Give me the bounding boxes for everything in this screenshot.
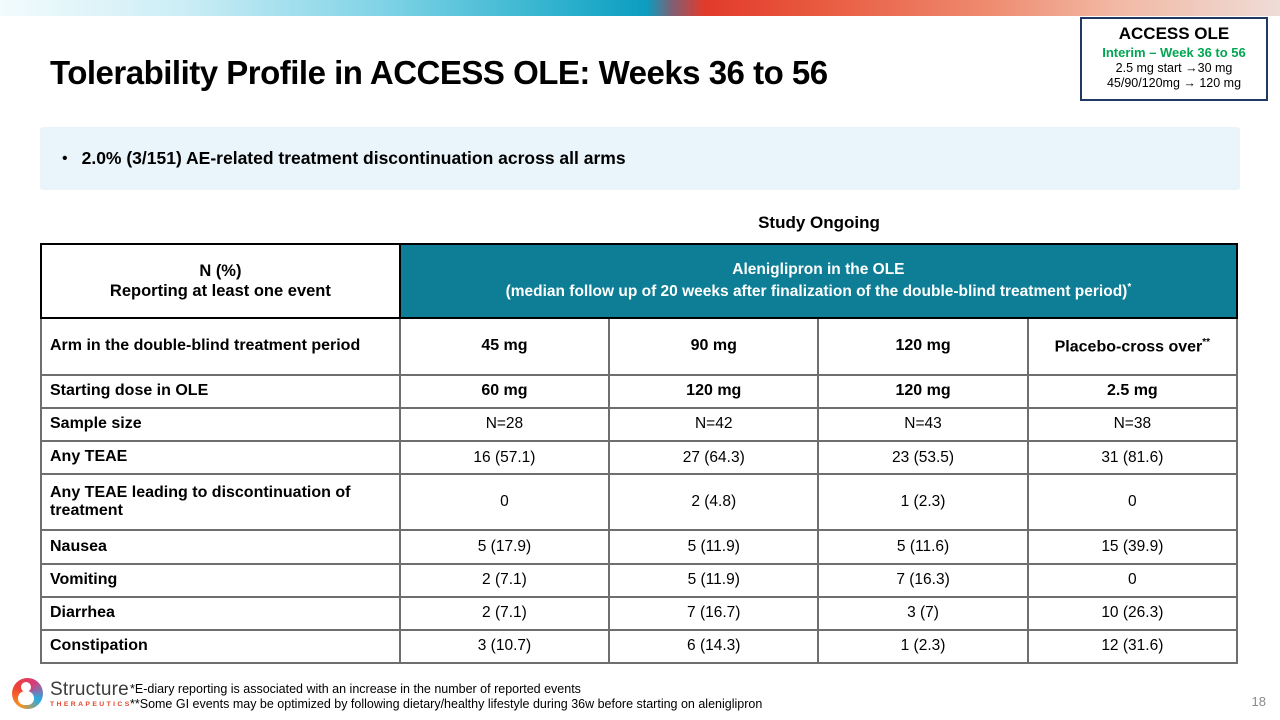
key-takeaway-text: 2.0% (3/151) AE-related treatment discon… [81, 148, 626, 168]
table-cell: N=38 [1026, 406, 1239, 442]
table-cell: 0 [398, 473, 611, 532]
footnote-line-2: **Some GI events may be optimized by fol… [130, 697, 763, 712]
table-cell: N=42 [608, 406, 820, 442]
group-header-cell: Aleniglipron in the OLE (median follow u… [398, 242, 1239, 320]
row-label: Any TEAE leading to discontinuation of t… [40, 473, 401, 532]
row-label: Arm in the double-blind treatment period [40, 317, 401, 376]
table-body: N (%) Reporting at least one event Aleni… [40, 242, 1239, 665]
table-cell: N=43 [817, 406, 1029, 442]
row-label: Starting dose in OLE [40, 373, 401, 409]
table-cell: 1 (2.3) [817, 628, 1029, 665]
access-ole-badge: ACCESS OLE Interim – Week 36 to 56 2.5 m… [1080, 17, 1268, 101]
table-cell: 5 (11.9) [608, 529, 820, 565]
table-cell: 23 (53.5) [817, 439, 1029, 476]
table-row: Vomiting 2 (7.1) 5 (11.9) 7 (16.3) 0 [40, 562, 1239, 598]
row-label: Vomiting [40, 562, 401, 598]
table-row: Any TEAE 16 (57.1) 27 (64.3) 23 (53.5) 31 (8… [40, 439, 1239, 476]
table-cell: 6 (14.3) [608, 628, 820, 665]
row-label: Any TEAE [40, 439, 401, 476]
table-row: Starting dose in OLE 60 mg 120 mg 120 mg 2.5… [40, 373, 1239, 409]
group-header-line2: (median follow up of 20 weeks after fina… [505, 281, 1132, 300]
tolerability-table: N (%) Reporting at least one event Aleni… [40, 242, 1239, 665]
table-row: Arm in the double-blind treatment period… [40, 317, 1239, 376]
row-label: Sample size [40, 406, 401, 442]
footnote-marker: ** [1202, 336, 1211, 348]
badge-dose-line-2: 45/90/120mg → 120 mg [1106, 75, 1242, 90]
table-cell: 60 mg [398, 373, 611, 409]
table-row: Nausea 5 (17.9) 5 (11.9) 5 (11.6) 15 (39.9) [40, 529, 1239, 565]
study-ongoing-label: Study Ongoing [758, 213, 880, 232]
footnote-marker: * [1127, 281, 1132, 293]
footnote-line-1: *E-diary reporting is associated with an… [130, 682, 581, 696]
table-cell: 5 (17.9) [398, 529, 611, 565]
table-cell: 31 (81.6) [1026, 439, 1239, 476]
table-cell: 3 (7) [817, 595, 1029, 631]
row-label: Nausea [40, 529, 401, 565]
badge-subtitle: Interim – Week 36 to 56 [1102, 44, 1246, 60]
table-cell: 27 (64.3) [608, 439, 820, 476]
table-cell: 5 (11.9) [608, 562, 820, 598]
bullet-icon: • [62, 149, 68, 167]
corner-header-cell: N (%) Reporting at least one event [40, 242, 401, 320]
table-cell: 1 (2.3) [817, 473, 1029, 532]
table-cell: 15 (39.9) [1026, 529, 1239, 565]
table-cell: 120 mg [608, 373, 820, 409]
page-title: Tolerability Profile in ACCESS OLE: Week… [50, 54, 828, 91]
structure-logo-icon [12, 678, 43, 709]
row-label: Constipation [40, 628, 401, 665]
table-cell: 16 (57.1) [398, 439, 611, 476]
table-row: Diarrhea 2 (7.1) 7 (16.7) 3 (7) 10 (26.3) [40, 595, 1239, 631]
logo-name: Structure [50, 679, 129, 700]
table-cell: 3 (10.7) [398, 628, 611, 665]
table-cell: 2 (4.8) [608, 473, 820, 532]
table-cell: 45 mg [398, 317, 611, 376]
logo-subname: THERAPEUTICS [50, 701, 132, 708]
table-cell: 2 (7.1) [398, 595, 611, 631]
footnotes: *E-diary reporting is associated with an… [130, 682, 762, 713]
structure-logo: Structure THERAPEUTICS [12, 678, 132, 709]
table-row: Constipation 3 (10.7) 6 (14.3) 1 (2.3) 12 (3… [40, 628, 1239, 665]
table-cell: N=28 [398, 406, 611, 442]
table-cell: 7 (16.3) [817, 562, 1029, 598]
table-cell: 7 (16.7) [608, 595, 820, 631]
page-number: 18 [1251, 694, 1266, 709]
badge-title: ACCESS OLE [1118, 24, 1230, 43]
table-header-row: N (%) Reporting at least one event Aleni… [40, 242, 1239, 320]
table-cell: 0 [1026, 562, 1239, 598]
table-cell: 10 (26.3) [1026, 595, 1239, 631]
top-gradient-bar [0, 0, 1280, 16]
badge-dose-line-1: 2.5 mg start →30 mg [1115, 60, 1233, 75]
table-cell: 5 (11.6) [817, 529, 1029, 565]
table-row: Any TEAE leading to discontinuation of t… [40, 473, 1239, 532]
table-cell: Placebo-cross over** [1026, 317, 1239, 376]
table-cell: 120 mg [817, 373, 1029, 409]
table-cell: 120 mg [817, 317, 1029, 376]
row-label: Diarrhea [40, 595, 401, 631]
corner-header-line1: N (%) [199, 261, 242, 280]
table-cell: 90 mg [608, 317, 820, 376]
table-cell: 0 [1026, 473, 1239, 532]
corner-header-line2: Reporting at least one event [109, 282, 331, 301]
table-cell: 2 (7.1) [398, 562, 611, 598]
key-takeaway-bar: • 2.0% (3/151) AE-related treatment disc… [40, 127, 1240, 190]
table-cell: 2.5 mg [1026, 373, 1239, 409]
table-row: Sample size N=28 N=42 N=43 N=38 [40, 406, 1239, 442]
group-header-line1: Aleniglipron in the OLE [732, 260, 905, 278]
table-cell: 12 (31.6) [1026, 628, 1239, 665]
